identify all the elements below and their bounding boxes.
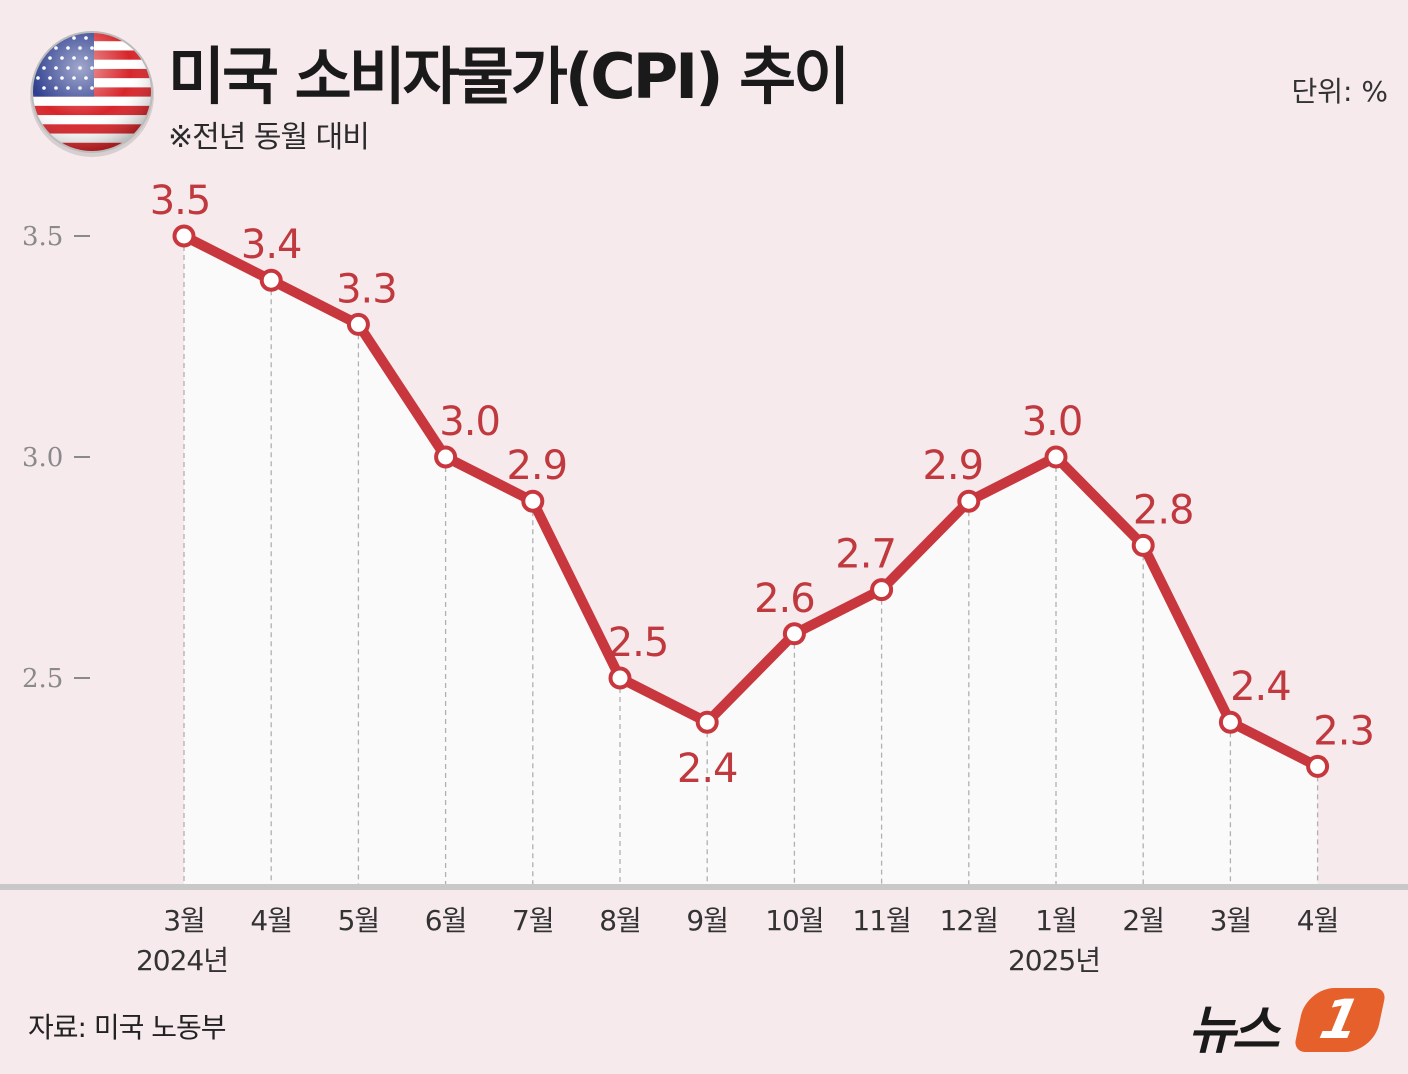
x-tick-label: 7월 xyxy=(512,904,554,937)
data-point xyxy=(434,445,458,469)
data-label: 3.5 xyxy=(150,178,211,224)
x-tick-label: 12월 xyxy=(940,904,998,937)
x-tick-label: 5월 xyxy=(338,904,380,937)
y-tick-label: 3.0 xyxy=(22,443,63,473)
data-point xyxy=(1044,445,1068,469)
x-tick-label: 4월 xyxy=(1297,904,1339,937)
x-tick-label: 6월 xyxy=(425,904,467,937)
us-flag-icon xyxy=(30,31,154,157)
data-label: 3.0 xyxy=(1022,399,1083,445)
data-point xyxy=(608,666,632,690)
data-point xyxy=(521,489,545,513)
x-tick-label: 9월 xyxy=(686,904,728,937)
data-point xyxy=(259,268,283,292)
x-tick-label: 1월 xyxy=(1035,904,1077,937)
data-point xyxy=(695,710,719,734)
data-label: 2.9 xyxy=(922,443,983,489)
data-point xyxy=(870,578,894,602)
x-axis-baseline xyxy=(0,884,1408,890)
data-point xyxy=(1131,533,1155,557)
chart-subtitle: ※전년 동월 대비 xyxy=(168,120,370,155)
x-tick-label: 11월 xyxy=(852,904,910,937)
data-label: 3.3 xyxy=(336,266,397,312)
data-label: 2.7 xyxy=(835,532,896,578)
x-tick-label: 3월 xyxy=(163,904,205,937)
flag-star xyxy=(36,36,40,40)
data-point xyxy=(346,312,370,336)
data-point xyxy=(1218,710,1242,734)
data-label: 3.4 xyxy=(241,222,302,268)
line-area-fill xyxy=(184,236,1318,886)
data-point xyxy=(782,622,806,646)
news1-logo: 뉴스 1 xyxy=(1188,984,1388,1061)
x-tick-label: 2월 xyxy=(1122,904,1164,937)
y-tick-label: 3.5 xyxy=(22,222,63,252)
data-label: 2.6 xyxy=(754,576,815,622)
data-label: 3.0 xyxy=(439,399,500,445)
x-tick-label: 10월 xyxy=(765,904,823,937)
x-tick-label: 3월 xyxy=(1210,904,1252,937)
chart-title: 미국 소비자물가(CPI) 추이 xyxy=(168,40,850,113)
data-label: 2.5 xyxy=(608,620,669,666)
data-label: 2.9 xyxy=(506,443,567,489)
data-label: 2.3 xyxy=(1313,708,1374,754)
y-tick-label: 2.5 xyxy=(22,664,63,694)
flag-rim xyxy=(31,31,153,153)
x-tick-label: 8월 xyxy=(599,904,641,937)
source-label: 자료: 미국 노동부 xyxy=(28,1011,227,1044)
unit-label: 단위: % xyxy=(1291,75,1388,108)
flag-star xyxy=(48,36,52,40)
data-label: 2.4 xyxy=(677,746,738,792)
year-label: 2025년 xyxy=(1008,944,1100,977)
cpi-series-line xyxy=(179,231,1323,772)
data-point xyxy=(172,224,196,248)
logo-text: 뉴스 xyxy=(1188,1001,1280,1061)
flag-star xyxy=(42,46,46,50)
data-point xyxy=(957,489,981,513)
flag-star xyxy=(36,56,40,60)
data-label: 2.4 xyxy=(1230,664,1291,710)
data-point xyxy=(1306,754,1330,778)
x-tick-label: 4월 xyxy=(250,904,292,937)
logo-badge: 1 xyxy=(1293,988,1387,1052)
flag-gloss xyxy=(32,32,152,152)
data-label: 2.8 xyxy=(1133,487,1194,533)
year-label: 2024년 xyxy=(136,944,228,977)
